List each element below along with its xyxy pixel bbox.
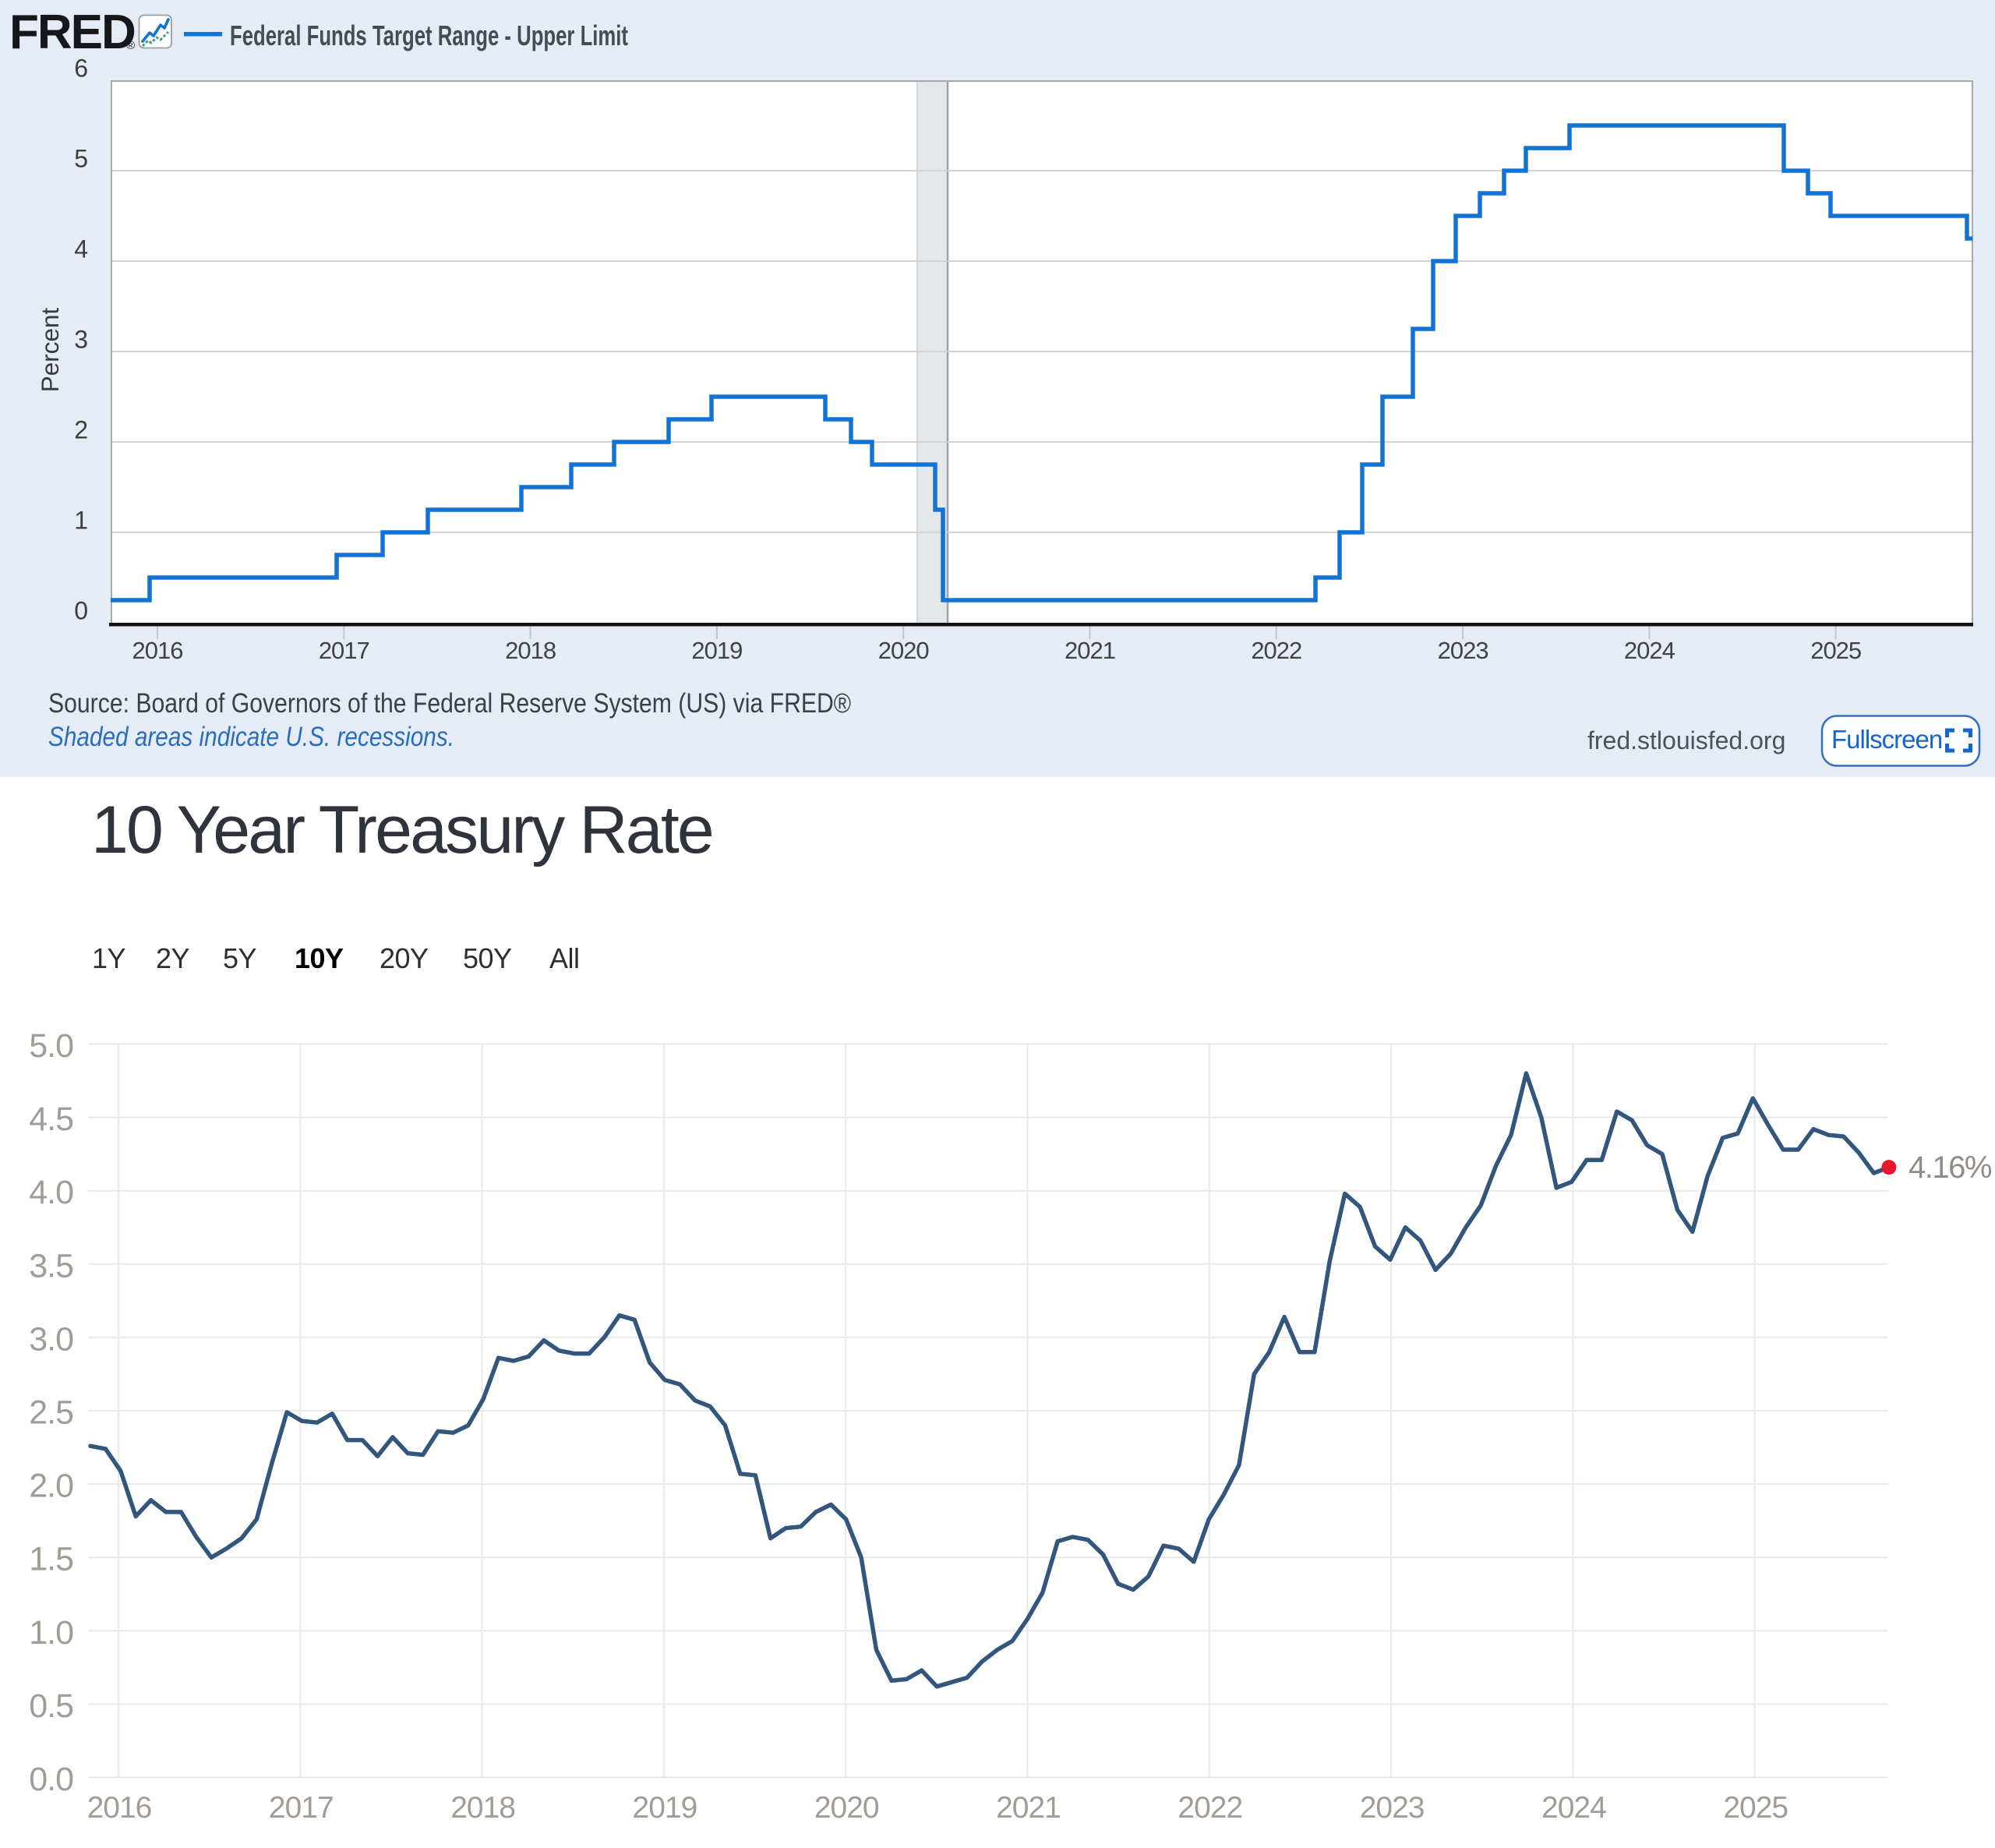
- svg-text:2020: 2020: [814, 1791, 879, 1825]
- svg-text:0: 0: [74, 597, 88, 625]
- svg-text:3: 3: [74, 326, 88, 354]
- svg-text:5.0: 5.0: [29, 1027, 73, 1065]
- svg-text:2.0: 2.0: [29, 1468, 73, 1505]
- svg-text:2020: 2020: [878, 637, 930, 664]
- svg-text:3.0: 3.0: [29, 1320, 73, 1358]
- svg-text:2017: 2017: [319, 637, 369, 664]
- svg-text:2022: 2022: [1251, 637, 1301, 664]
- svg-text:Federal Funds Target Range - U: Federal Funds Target Range - Upper Limit: [230, 19, 628, 51]
- svg-text:1: 1: [74, 507, 88, 535]
- svg-text:2019: 2019: [691, 637, 742, 664]
- svg-text:®: ®: [126, 39, 135, 52]
- svg-text:6: 6: [74, 55, 88, 83]
- svg-text:2018: 2018: [450, 1791, 515, 1825]
- svg-text:1.0: 1.0: [29, 1614, 73, 1652]
- svg-text:4: 4: [74, 235, 88, 263]
- svg-text:0.0: 0.0: [29, 1761, 73, 1798]
- svg-text:2025: 2025: [1723, 1791, 1788, 1825]
- svg-text:10Y: 10Y: [295, 942, 344, 974]
- svg-text:2023: 2023: [1438, 637, 1488, 664]
- svg-text:5Y: 5Y: [223, 942, 257, 974]
- svg-text:4.0: 4.0: [29, 1174, 73, 1211]
- svg-text:3.5: 3.5: [29, 1247, 73, 1284]
- svg-text:2023: 2023: [1360, 1791, 1425, 1825]
- svg-text:2Y: 2Y: [156, 942, 190, 974]
- svg-text:1.5: 1.5: [29, 1541, 73, 1578]
- svg-text:2016: 2016: [132, 637, 183, 664]
- svg-text:2017: 2017: [269, 1791, 334, 1825]
- svg-text:Source: Board of Governors of: Source: Board of Governors of the Federa…: [48, 687, 851, 719]
- svg-text:2.5: 2.5: [29, 1394, 73, 1432]
- svg-text:20Y: 20Y: [380, 942, 429, 974]
- svg-text:All: All: [549, 942, 580, 974]
- svg-text:4.5: 4.5: [29, 1101, 73, 1138]
- svg-text:2024: 2024: [1541, 1791, 1606, 1825]
- svg-text:2: 2: [74, 416, 88, 444]
- svg-text:2019: 2019: [633, 1791, 697, 1825]
- svg-text:5: 5: [74, 145, 88, 173]
- svg-text:2025: 2025: [1810, 637, 1861, 664]
- svg-text:10 Year Treasury Rate: 10 Year Treasury Rate: [91, 793, 712, 867]
- svg-text:Fullscreen: Fullscreen: [1831, 725, 1942, 754]
- svg-text:50Y: 50Y: [463, 942, 512, 974]
- svg-text:Percent: Percent: [36, 307, 64, 392]
- svg-text:4.16%: 4.16%: [1908, 1150, 1992, 1185]
- svg-text:0.5: 0.5: [29, 1687, 73, 1725]
- svg-text:fred.stlouisfed.org: fred.stlouisfed.org: [1587, 726, 1785, 754]
- svg-text:2024: 2024: [1624, 637, 1675, 664]
- svg-text:Shaded areas indicate U.S. rec: Shaded areas indicate U.S. recessions.: [48, 721, 454, 752]
- svg-text:FRED: FRED: [9, 5, 135, 59]
- svg-text:2021: 2021: [996, 1791, 1061, 1825]
- svg-text:2022: 2022: [1178, 1791, 1242, 1825]
- svg-text:1Y: 1Y: [92, 942, 126, 974]
- svg-text:2021: 2021: [1065, 637, 1115, 664]
- svg-text:2018: 2018: [505, 637, 556, 664]
- svg-text:2016: 2016: [87, 1791, 152, 1825]
